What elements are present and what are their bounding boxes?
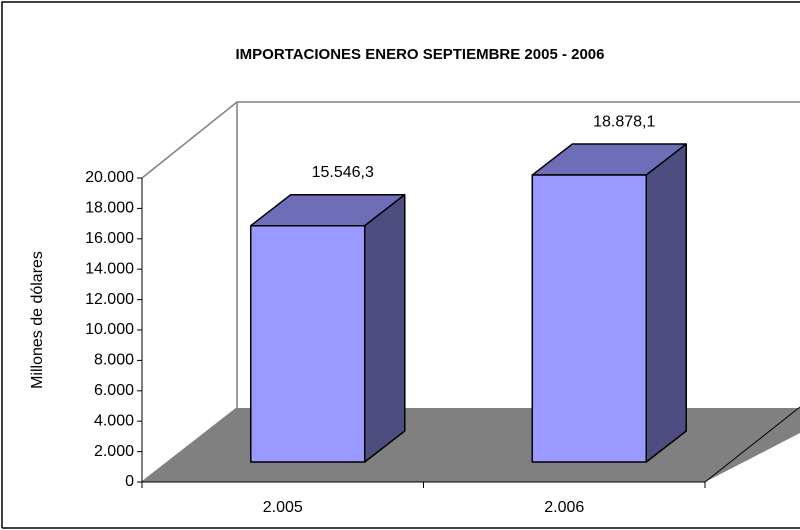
y-tick-label: 0 [125,473,134,490]
y-axis-label: Millones de dólares [29,251,46,389]
y-tick-label: 8.000 [94,352,134,369]
floor-edge [704,406,800,483]
y-tick-label: 12.000 [85,291,134,308]
floor [142,408,800,482]
y-tick-label: 14.000 [85,260,134,277]
bar [250,224,366,463]
data-label: 18.878,1 [593,113,655,130]
chart-title: IMPORTACIONES ENERO SEPTIEMBRE 2005 - 20… [236,46,605,63]
y-tick-label: 16.000 [85,230,134,247]
bar [531,174,647,463]
y-tick-label: 20.000 [85,169,134,186]
y-tick-label: 18.000 [85,200,134,217]
walls [141,101,800,483]
x-tick-label: 2.006 [544,499,584,516]
y-tick-label: 6.000 [94,382,134,399]
y-tick-label: 10.000 [85,321,134,338]
y-tick-label: 4.000 [94,412,134,429]
data-label: 15.546,3 [312,164,374,181]
y-tick-label: 2.000 [94,443,134,460]
bar-side [645,143,687,463]
x-tick-label: 2.005 [263,499,303,516]
bar-side [364,193,406,463]
